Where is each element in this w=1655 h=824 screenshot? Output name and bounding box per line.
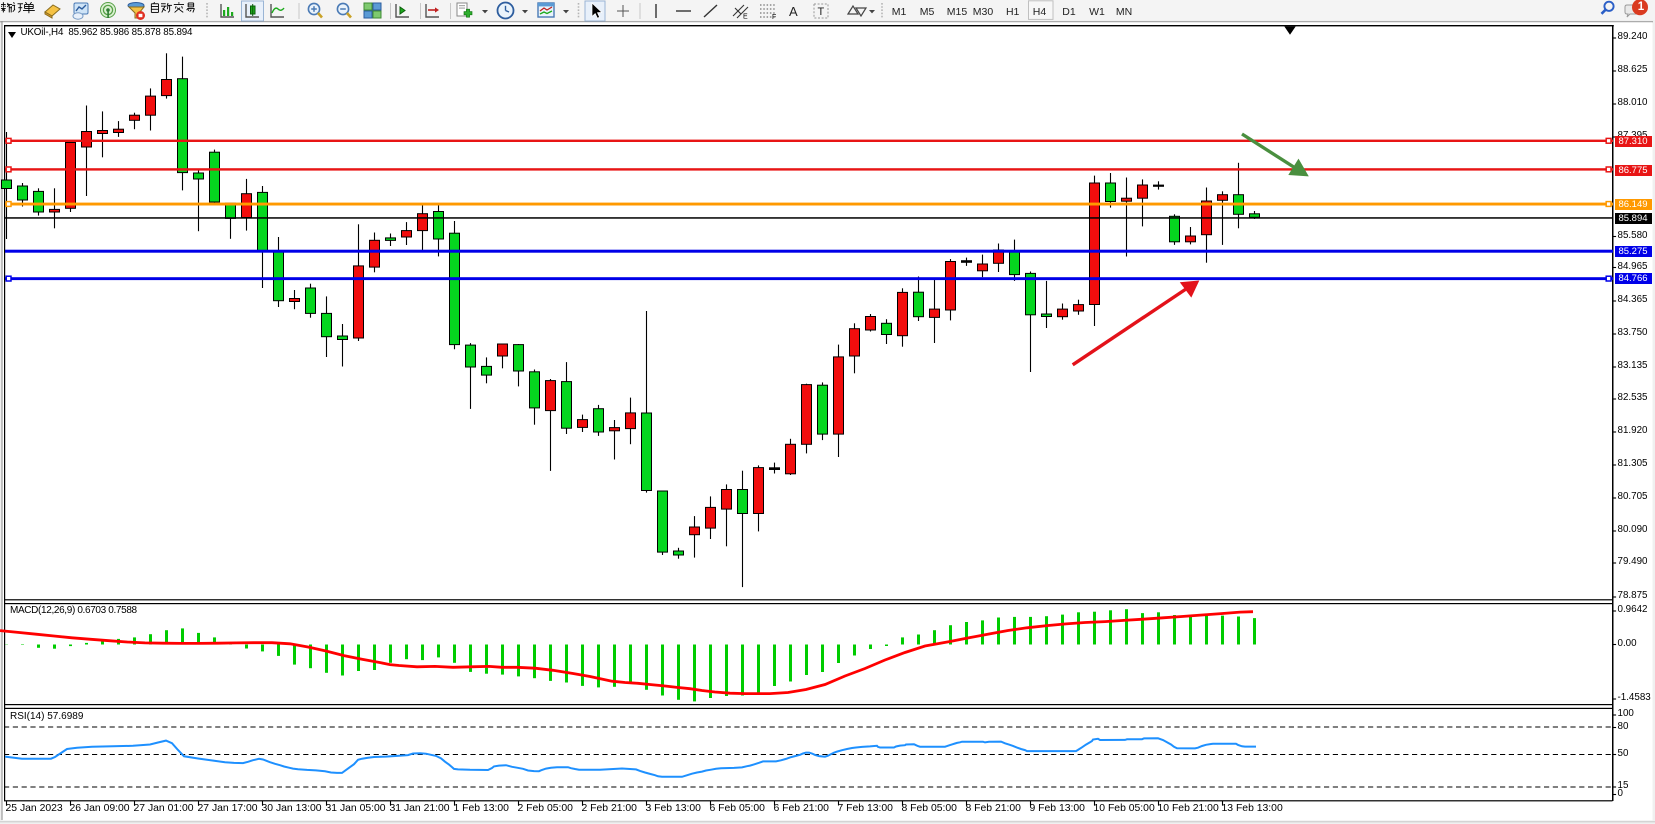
svg-text:E: E [743,14,748,21]
svg-text:F: F [772,14,776,21]
svg-text:T: T [818,6,825,18]
svg-text:A: A [789,4,798,19]
